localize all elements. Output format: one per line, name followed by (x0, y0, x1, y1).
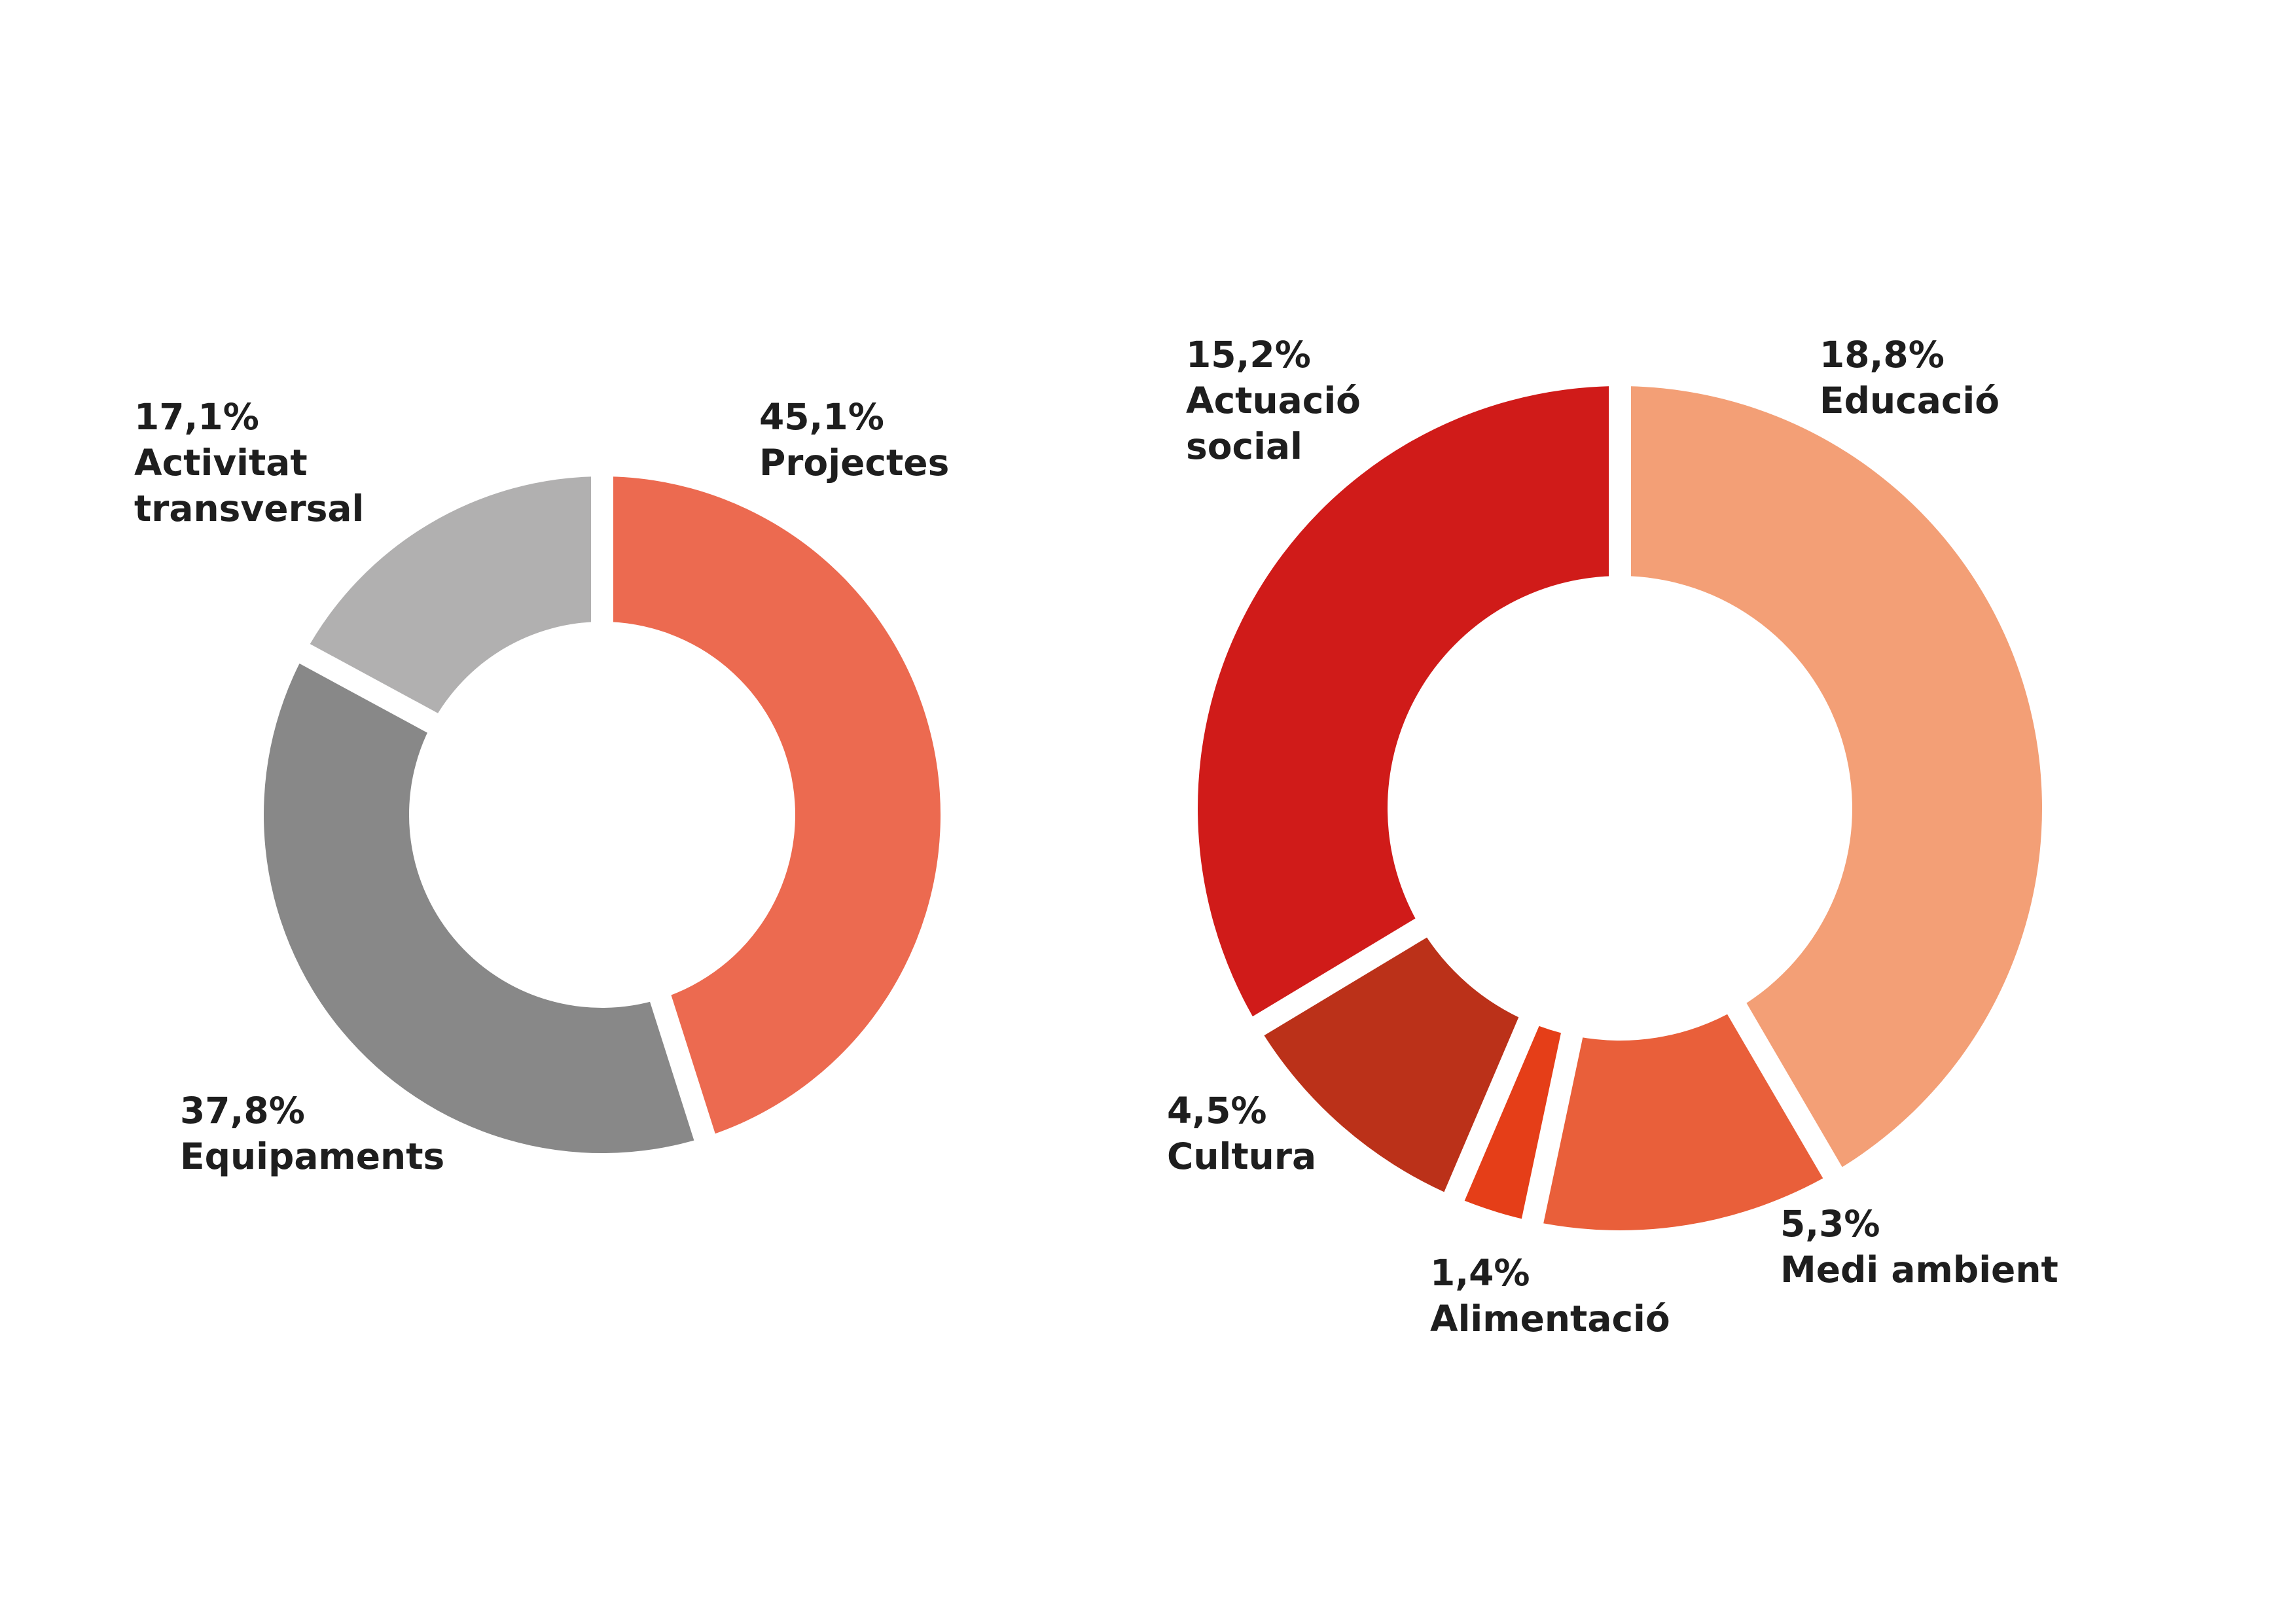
slice-separator (648, 989, 717, 1147)
slice-category: Alimentació (1430, 1298, 1670, 1340)
donut-slice-actuacio-social (1198, 386, 1620, 1026)
slice-category: Activitat (134, 442, 308, 484)
slice-value: 1,4% (1430, 1252, 1530, 1294)
slice-separator (1724, 997, 1846, 1185)
slice-value: 4,5% (1167, 1090, 1267, 1132)
slice-category: Actuació (1186, 380, 1361, 421)
donut-slice-equipaments (263, 653, 705, 1154)
slice-label-cultura: 4,5% Cultura (1167, 1088, 1316, 1179)
slice-value: 15,2% (1186, 334, 1311, 376)
slice-category: transversal (134, 488, 365, 529)
slice-category: Educació (1820, 380, 2000, 421)
donut-slice-activitat-transversal (304, 476, 602, 723)
slice-value: 45,1% (759, 396, 884, 438)
slice-category: social (1186, 425, 1302, 467)
slice-label-alimentacio: 1,4% Alimentació (1430, 1250, 1670, 1342)
slice-category: Cultura (1167, 1135, 1317, 1177)
donut-chart-left (263, 470, 941, 1154)
slice-category: Equipaments (180, 1135, 445, 1177)
donut-slice-projectes (602, 476, 941, 1137)
donut-chart-right (1198, 380, 2043, 1230)
donut-slice-educacio (1620, 386, 2043, 1173)
slice-category: Medi ambient (1780, 1249, 2058, 1291)
slice-label-projectes: 45,1% Projectes (759, 394, 949, 486)
slice-value: 5,3% (1780, 1203, 1880, 1245)
slice-separator (1441, 1011, 1542, 1207)
slice-separator (1520, 1027, 1585, 1230)
slice-value: 18,8% (1820, 334, 1945, 376)
slice-label-medi-ambient: 5,3% Medi ambient (1780, 1201, 2058, 1293)
slice-value: 37,8% (180, 1090, 305, 1132)
slice-separator (1247, 915, 1433, 1039)
slice-label-actuacio-social: 15,2% Actuació social (1186, 332, 1361, 469)
slice-label-equipaments: 37,8% Equipaments (180, 1088, 444, 1179)
slice-value: 17,1% (134, 396, 259, 438)
slice-separator (293, 641, 444, 736)
slice-label-activitat-transversal: 17,1% Activitat transversal (134, 394, 364, 531)
slice-label-educacio: 18,8% Educació (1820, 332, 2000, 423)
slice-category: Projectes (759, 442, 950, 484)
